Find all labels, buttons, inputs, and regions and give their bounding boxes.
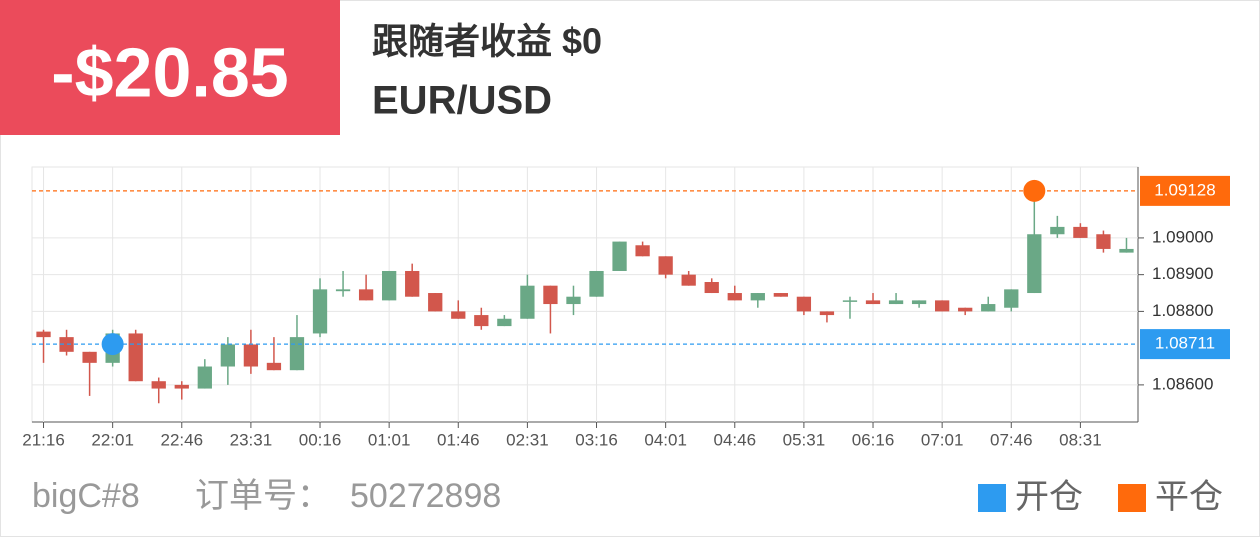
legend-swatch (1118, 484, 1146, 512)
candle-body (888, 300, 904, 305)
candle-body (266, 362, 282, 371)
x-tick-label: 01:46 (437, 430, 480, 449)
candle-body (1050, 226, 1065, 235)
candle-body (428, 293, 443, 312)
x-tick-label: 22:01 (91, 430, 134, 449)
price-tag-label: 1.09128 (1154, 180, 1215, 199)
candle-body (1096, 234, 1111, 249)
y-tick-label: 1.08900 (1152, 264, 1213, 283)
candle-body (958, 307, 973, 312)
candle-body (865, 300, 881, 305)
candle-body (220, 344, 235, 367)
candle-body (842, 300, 858, 302)
x-tick-label: 02:31 (506, 430, 549, 449)
candle-body (796, 296, 812, 312)
candle-body (151, 381, 166, 389)
symbol: EUR/USD (372, 79, 552, 123)
x-tick-label: 23:31 (230, 430, 273, 449)
candle-body (405, 270, 420, 297)
candle-body (589, 270, 604, 297)
candle-body (289, 337, 305, 371)
candle-body (773, 293, 788, 297)
x-tick-label: 04:01 (644, 430, 687, 449)
candle-body (681, 274, 696, 286)
candle-body (497, 318, 512, 327)
candle-body (1073, 226, 1088, 238)
follower-profit: 跟随者收益 $0 (372, 21, 602, 62)
candle-body (1119, 248, 1134, 253)
x-tick-label: 05:31 (783, 430, 826, 449)
candle-body (566, 296, 581, 305)
x-tick-label: 22:46 (160, 430, 203, 449)
candle-body (543, 285, 558, 305)
candle-body (1004, 289, 1019, 308)
candle-body (727, 293, 742, 301)
order-label: 订单号： (195, 477, 331, 515)
candle-body (59, 337, 74, 352)
y-tick-label: 1.08600 (1152, 374, 1213, 393)
price-tag (1140, 175, 1230, 206)
candle-body (750, 293, 765, 301)
trade-marker (1023, 179, 1046, 202)
y-tick-label: 1.08800 (1152, 301, 1213, 320)
x-tick-label: 06:16 (852, 430, 895, 449)
candle-body (474, 315, 489, 327)
candle-body (451, 311, 466, 319)
price-tag (1140, 329, 1230, 360)
x-tick-label: 21:16 (22, 430, 65, 449)
order-id: 50272898 (350, 477, 501, 515)
candle-body (382, 270, 397, 301)
candle-body (335, 289, 351, 292)
account: bigC#8 (32, 477, 140, 515)
candle-body (819, 311, 835, 316)
candle-body (635, 245, 650, 257)
candle-body (36, 331, 51, 338)
candle-body (128, 333, 143, 382)
pnl: -$20.85 (51, 33, 288, 111)
legend-label: 平仓 (1155, 478, 1223, 516)
x-tick-label: 00:16 (299, 430, 342, 449)
candle-body (1027, 234, 1042, 294)
candle-body (358, 289, 374, 301)
x-tick-label: 01:01 (368, 430, 411, 449)
candle-body (520, 285, 535, 319)
legend-swatch (978, 484, 1006, 512)
candle-body (981, 304, 996, 312)
legend-label: 开仓 (1015, 478, 1083, 516)
candle-body (82, 351, 97, 363)
candle-body (612, 241, 627, 271)
candle-body (312, 289, 328, 334)
candle-body (911, 300, 927, 305)
x-tick-label: 08:31 (1059, 430, 1102, 449)
x-tick-label: 03:16 (575, 430, 618, 449)
candle-body (174, 384, 189, 389)
pnl-box (0, 0, 340, 135)
candle-body (935, 300, 950, 312)
candle-body (658, 256, 673, 275)
candle-body (704, 282, 719, 294)
x-tick-label: 07:46 (990, 430, 1033, 449)
trade-marker (101, 333, 124, 356)
candle-body (197, 366, 212, 389)
y-tick-label: 1.09000 (1152, 227, 1213, 246)
candle-body (243, 344, 259, 367)
x-tick-label: 07:01 (921, 430, 964, 449)
x-tick-label: 04:46 (713, 430, 756, 449)
price-tag-label: 1.08711 (1155, 334, 1215, 353)
